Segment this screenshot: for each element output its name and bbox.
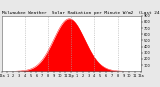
Text: Milwaukee Weather  Solar Radiation per Minute W/m2  (Last 24 Hours): Milwaukee Weather Solar Radiation per Mi… — [2, 11, 160, 15]
